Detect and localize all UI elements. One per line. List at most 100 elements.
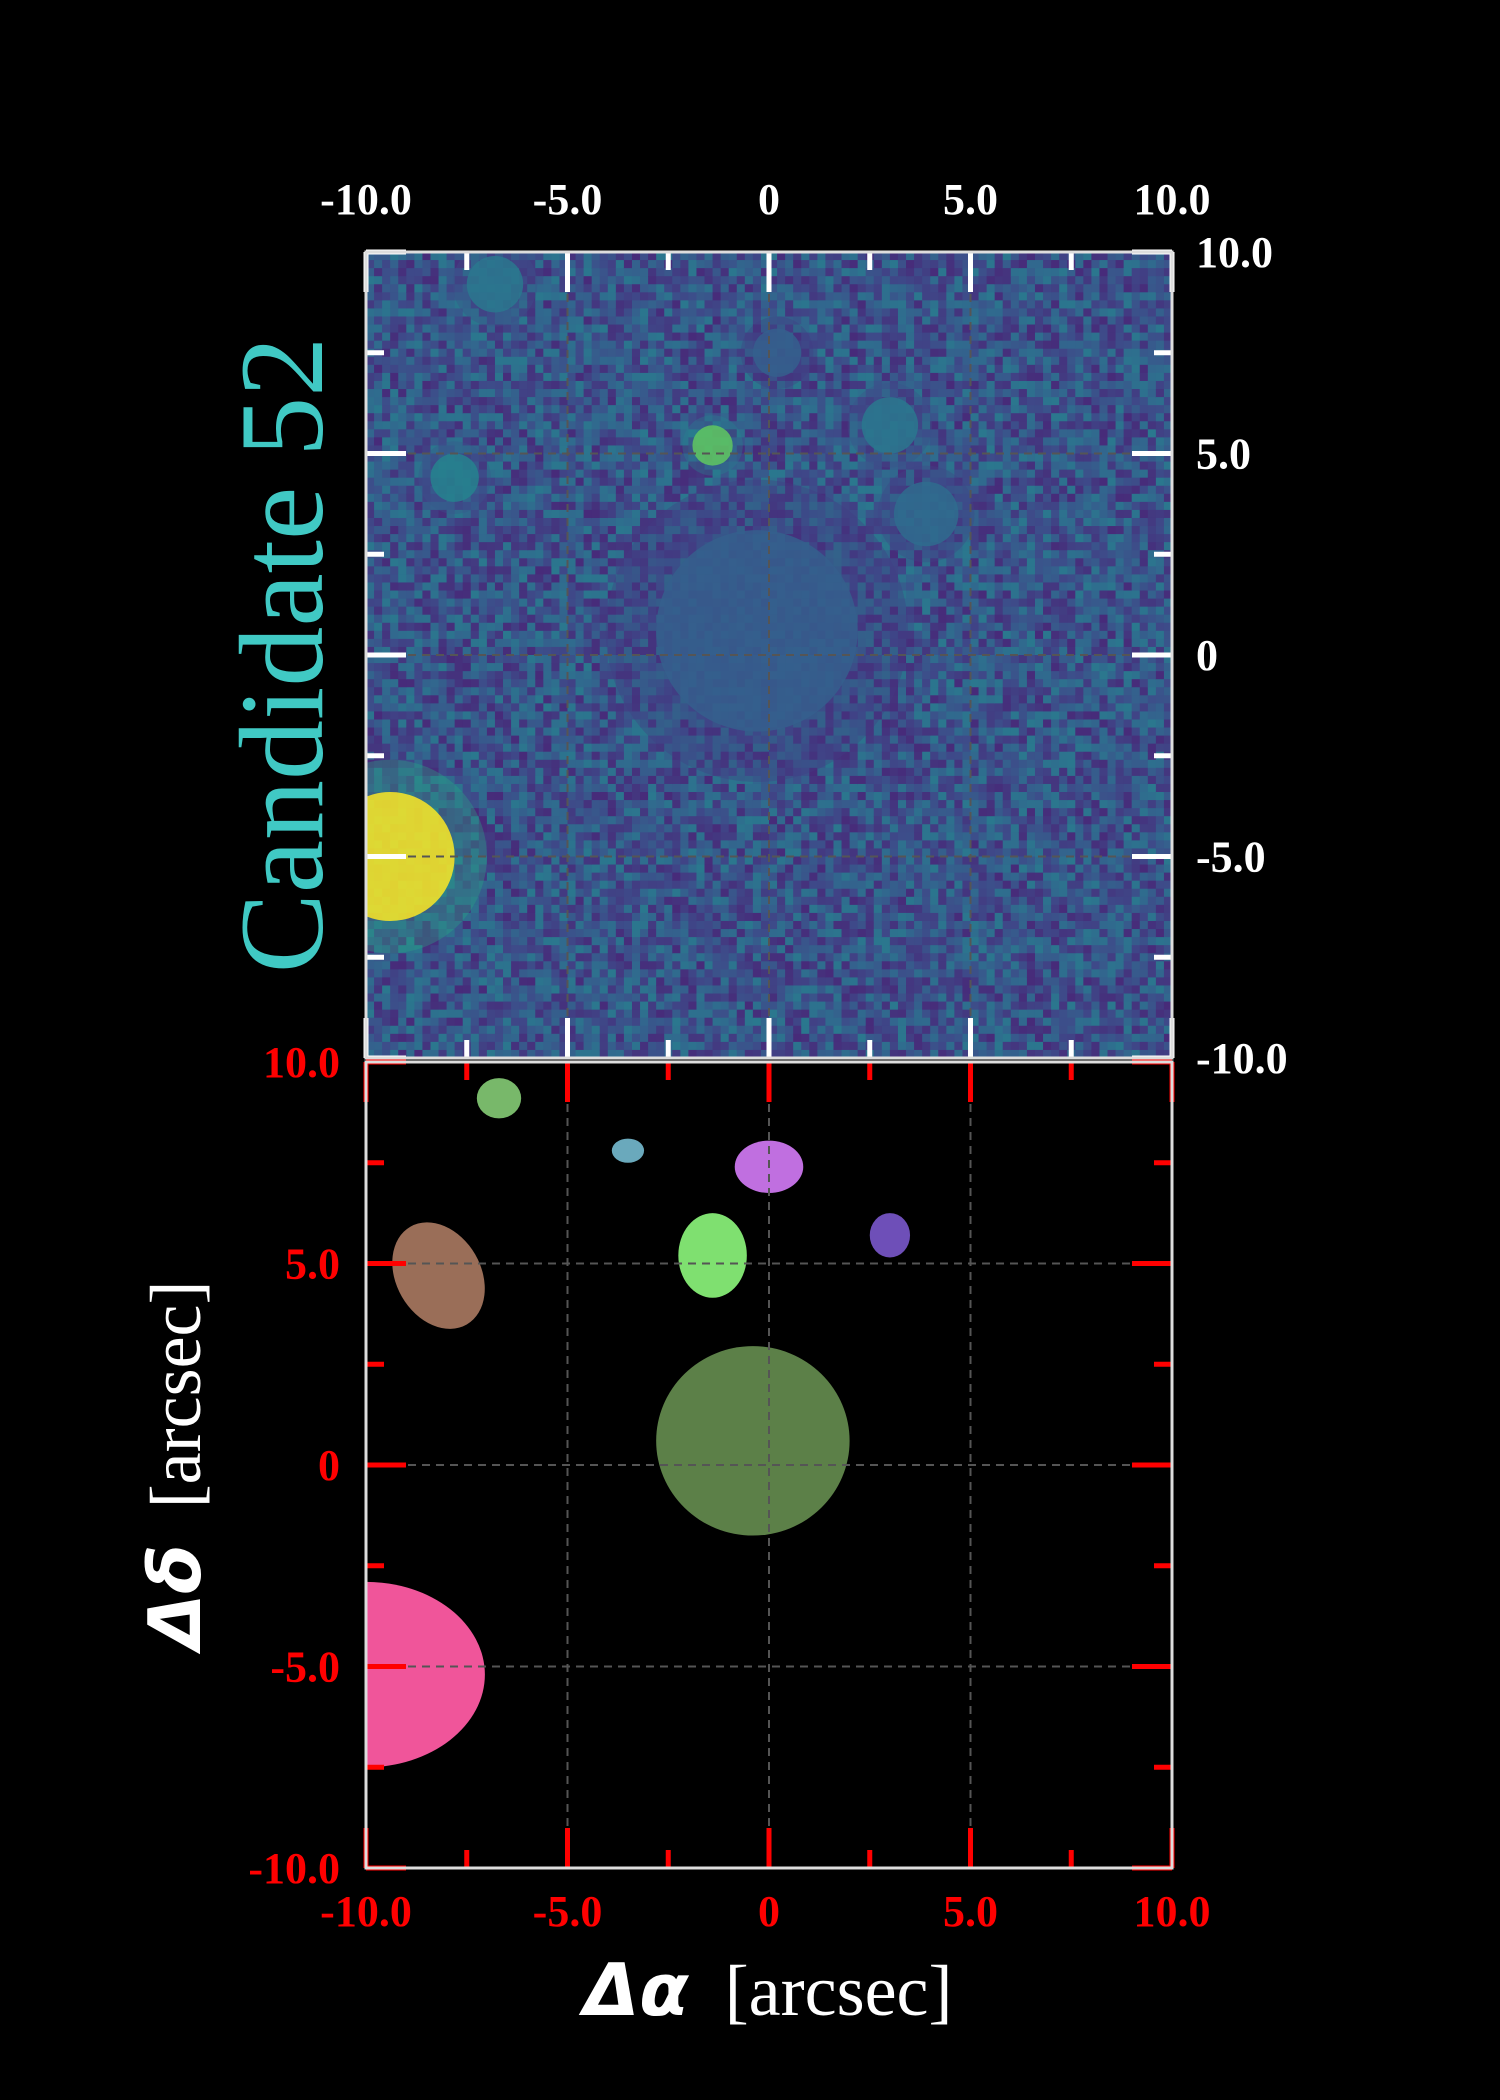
noise-pixel: [462, 606, 472, 616]
noise-pixel: [470, 937, 480, 946]
noise-pixel: [688, 937, 698, 946]
noise-pixel: [760, 840, 770, 850]
noise-pixel: [728, 751, 738, 761]
noise-pixel: [478, 582, 488, 592]
noise-pixel: [615, 1025, 625, 1035]
noise-pixel: [744, 364, 754, 374]
noise-pixel: [543, 1033, 552, 1043]
noise-pixel: [680, 864, 689, 874]
noise-pixel: [478, 348, 488, 358]
noise-pixel: [672, 252, 681, 261]
noise-pixel: [648, 477, 657, 487]
noise-pixel: [559, 1017, 569, 1027]
noise-pixel: [664, 356, 673, 366]
noise-pixel: [494, 953, 504, 962]
noise-pixel: [494, 711, 504, 721]
noise-pixel: [607, 993, 617, 1003]
noise-pixel: [559, 413, 569, 422]
noise-pixel: [462, 969, 472, 978]
noise-pixel: [559, 332, 569, 342]
noise-pixel: [519, 783, 528, 793]
noise-pixel: [494, 453, 504, 463]
noise-pixel: [527, 517, 536, 527]
noise-pixel: [494, 856, 504, 866]
noise-pixel: [527, 300, 536, 310]
noise-pixel: [696, 751, 706, 761]
noise-pixel: [631, 703, 641, 713]
noise-pixel: [736, 517, 746, 527]
noise-pixel: [559, 526, 569, 535]
noise-pixel: [680, 751, 689, 761]
noise-pixel: [398, 308, 407, 318]
noise-pixel: [567, 453, 577, 463]
noise-pixel: [527, 638, 536, 648]
noise-pixel: [366, 364, 375, 374]
noise-pixel: [551, 606, 561, 616]
noise-pixel: [406, 461, 415, 471]
noise-pixel: [640, 566, 649, 575]
noise-pixel: [688, 453, 698, 463]
noise-pixel: [688, 711, 698, 721]
noise-pixel: [406, 985, 415, 995]
noise-pixel: [648, 1033, 657, 1043]
noise-pixel: [422, 340, 432, 350]
noise-pixel: [567, 292, 577, 301]
noise-pixel: [712, 308, 722, 318]
noise-pixel: [648, 622, 657, 632]
noise-pixel: [422, 687, 432, 696]
noise-pixel: [446, 284, 456, 293]
noise-pixel: [567, 920, 577, 930]
noise-pixel: [446, 292, 456, 301]
noise-pixel: [462, 292, 472, 301]
noise-pixel: [494, 808, 504, 817]
noise-pixel: [511, 743, 520, 753]
noise-pixel: [640, 985, 649, 995]
noise-pixel: [390, 469, 399, 479]
noise-pixel: [760, 380, 770, 390]
noise-pixel: [486, 340, 496, 350]
noise-pixel: [486, 937, 496, 946]
noise-pixel: [430, 1041, 440, 1051]
noise-pixel: [583, 808, 593, 817]
noise-pixel: [688, 413, 698, 422]
noise-pixel: [527, 792, 536, 801]
noise-pixel: [607, 727, 617, 737]
noise-pixel: [486, 445, 496, 455]
noise-pixel: [422, 324, 432, 334]
noise-pixel: [511, 413, 520, 422]
noise-pixel: [478, 1041, 488, 1051]
noise-pixel: [543, 356, 552, 366]
noise-pixel: [366, 985, 375, 995]
noise-pixel: [535, 622, 544, 632]
noise-pixel: [752, 929, 762, 938]
noise-pixel: [511, 687, 520, 696]
noise-pixel: [720, 937, 730, 946]
noise-pixel: [623, 356, 633, 366]
noise-pixel: [696, 421, 706, 430]
noise-pixel: [486, 316, 496, 326]
noise-pixel: [478, 896, 488, 906]
noise-pixel: [752, 969, 762, 978]
noise-pixel: [366, 501, 375, 511]
noise-pixel: [527, 630, 536, 640]
noise-pixel: [414, 622, 424, 632]
noise-pixel: [631, 413, 641, 422]
noise-pixel: [374, 405, 383, 414]
noise-pixel: [672, 372, 681, 382]
noise-pixel: [583, 888, 593, 898]
noise-pixel: [623, 920, 633, 930]
noise-pixel: [366, 421, 375, 430]
noise-pixel: [656, 671, 665, 680]
noise-pixel: [503, 356, 512, 366]
noise-pixel: [688, 824, 698, 833]
noise-pixel: [414, 348, 424, 358]
noise-pixel: [640, 268, 649, 277]
noise-pixel: [478, 695, 488, 704]
noise-pixel: [446, 888, 456, 898]
noise-pixel: [486, 880, 496, 890]
noise-pixel: [615, 671, 625, 680]
noise-pixel: [511, 437, 520, 447]
noise-pixel: [591, 832, 601, 841]
noise-pixel: [752, 364, 762, 374]
noise-pixel: [406, 340, 415, 350]
